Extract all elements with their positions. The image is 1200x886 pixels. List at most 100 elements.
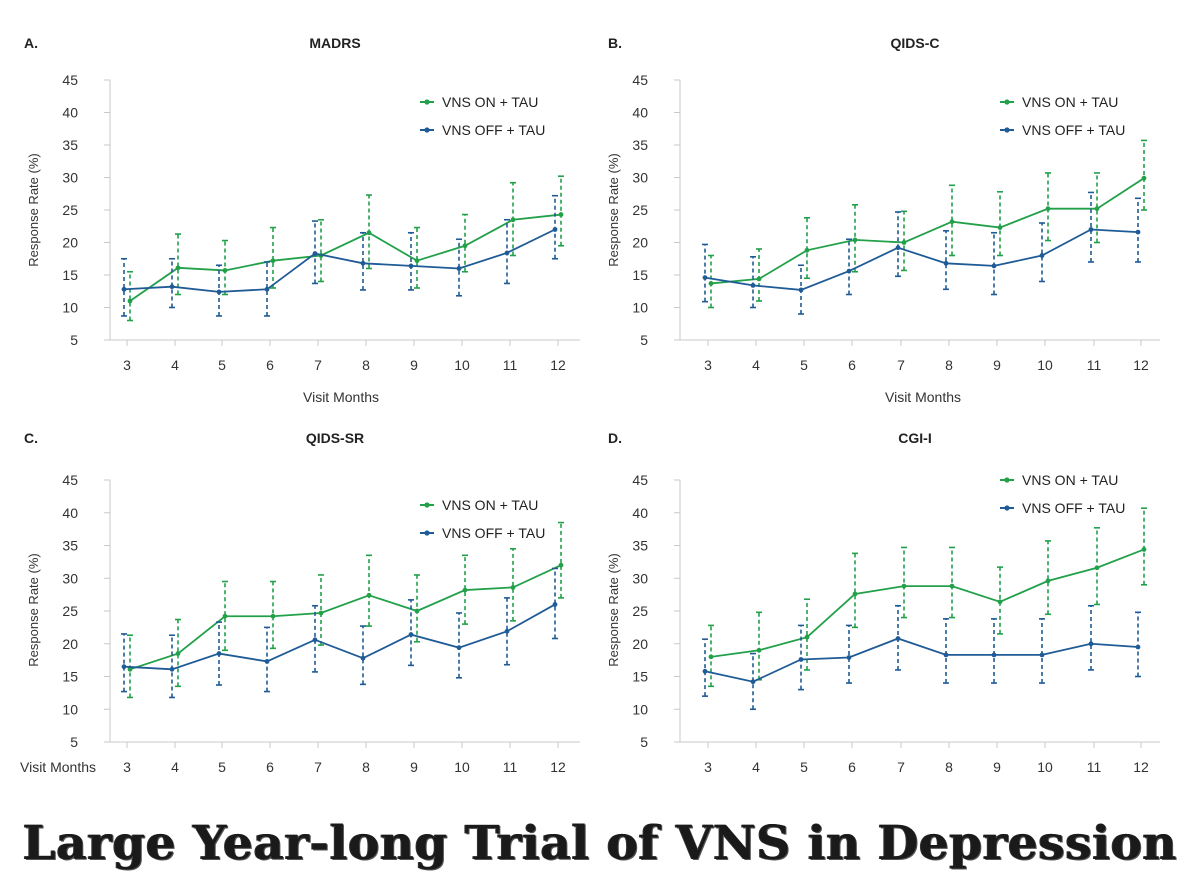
x-tick-label: 5	[218, 759, 226, 775]
y-tick-label: 40	[632, 105, 648, 121]
data-point	[1135, 644, 1141, 650]
data-point	[750, 679, 756, 685]
data-point	[943, 260, 949, 266]
legend: VNS ON + TAU VNS OFF + TAU	[420, 497, 545, 541]
y-tick-label: 10	[632, 701, 648, 717]
legend: VNS ON + TAU VNS OFF + TAU	[1000, 94, 1125, 138]
data-point	[169, 284, 175, 290]
x-tick-label: 3	[704, 759, 712, 775]
data-point	[270, 613, 276, 619]
legend-swatch-dot	[1004, 505, 1010, 511]
series-off	[702, 191, 1141, 315]
series-off	[121, 567, 558, 699]
x-tick-label: 5	[800, 357, 808, 373]
data-point	[121, 664, 127, 670]
y-tick-label: 20	[62, 636, 78, 652]
legend-swatch-dot	[1004, 477, 1010, 483]
y-axis-label: Response Rate (%)	[26, 153, 41, 266]
x-tick-label: 7	[897, 759, 905, 775]
y-tick-label: 20	[632, 235, 648, 251]
data-point	[901, 240, 907, 245]
legend-swatch-dot	[424, 127, 430, 133]
y-tick-label: 5	[70, 734, 78, 750]
data-point	[1039, 253, 1045, 258]
series-off	[121, 194, 558, 317]
x-tick-label: 11	[503, 759, 518, 775]
x-tick-label: 12	[1133, 759, 1149, 775]
legend-label: VNS ON + TAU	[442, 497, 538, 513]
x-tick-label: 8	[362, 759, 370, 775]
x-tick-label: 9	[993, 357, 1001, 373]
series-line	[710, 177, 1145, 285]
legend-swatch-dot	[424, 502, 430, 508]
series-off	[702, 604, 1141, 711]
data-point	[895, 636, 901, 641]
data-point	[750, 283, 756, 288]
y-tick-label: 45	[632, 472, 648, 488]
y-tick-label: 40	[62, 505, 78, 521]
y-tick-label: 30	[632, 170, 648, 186]
x-tick-label: 11	[1087, 759, 1102, 775]
x-tick-label: 12	[550, 357, 566, 373]
data-point	[222, 268, 228, 273]
series-line	[710, 548, 1145, 658]
data-point	[264, 659, 270, 664]
x-tick-label: 4	[171, 357, 179, 373]
data-point	[702, 275, 708, 280]
y-tick-label: 15	[62, 267, 78, 283]
x-tick-label: 5	[800, 759, 808, 775]
data-point	[804, 634, 810, 640]
data-point	[895, 245, 901, 251]
data-point	[846, 268, 852, 274]
x-axis-label: Visit Months	[303, 389, 379, 405]
y-tick-label: 35	[62, 538, 78, 554]
data-point	[414, 258, 420, 264]
data-point	[949, 583, 955, 589]
legend-swatch-dot	[424, 530, 430, 536]
data-point	[414, 608, 420, 614]
legend-label: VNS ON + TAU	[1022, 472, 1118, 488]
series-line	[129, 213, 562, 302]
data-point	[270, 258, 276, 264]
data-point	[1094, 565, 1100, 571]
legend-label: VNS OFF + TAU	[442, 525, 545, 541]
data-point	[558, 212, 564, 217]
x-tick-label: 10	[454, 759, 470, 775]
y-tick-label: 30	[62, 170, 78, 186]
y-axis-label: Response Rate (%)	[606, 553, 621, 666]
data-point	[456, 266, 462, 271]
x-tick-label: 3	[704, 357, 712, 373]
panel-label: D.	[608, 430, 622, 446]
series-line	[704, 637, 1139, 683]
data-point	[264, 286, 270, 292]
x-tick-label: 6	[848, 759, 856, 775]
x-tick-label: 4	[752, 759, 760, 775]
legend: VNS ON + TAU VNS OFF + TAU	[420, 94, 545, 138]
data-point	[504, 250, 510, 256]
series-on	[127, 175, 564, 322]
data-point	[312, 637, 318, 643]
data-point	[997, 225, 1003, 230]
y-tick-label: 25	[632, 202, 648, 218]
y-tick-label: 25	[62, 603, 78, 619]
data-point	[708, 654, 714, 660]
data-point	[798, 657, 804, 662]
legend-swatch-dot	[1004, 127, 1010, 133]
data-point	[804, 247, 810, 253]
legend-swatch-dot	[424, 99, 430, 105]
data-point	[991, 263, 997, 269]
data-point	[997, 599, 1003, 605]
data-point	[366, 230, 372, 236]
x-tick-label: 8	[362, 357, 370, 373]
legend-swatch-dot	[1004, 99, 1010, 105]
data-point	[949, 219, 955, 225]
y-tick-label: 15	[62, 669, 78, 685]
x-tick-label: 4	[171, 759, 179, 775]
legend: VNS ON + TAU VNS OFF + TAU	[1000, 472, 1125, 516]
data-point	[366, 592, 372, 598]
y-tick-label: 5	[640, 332, 648, 348]
series-line	[123, 228, 556, 293]
